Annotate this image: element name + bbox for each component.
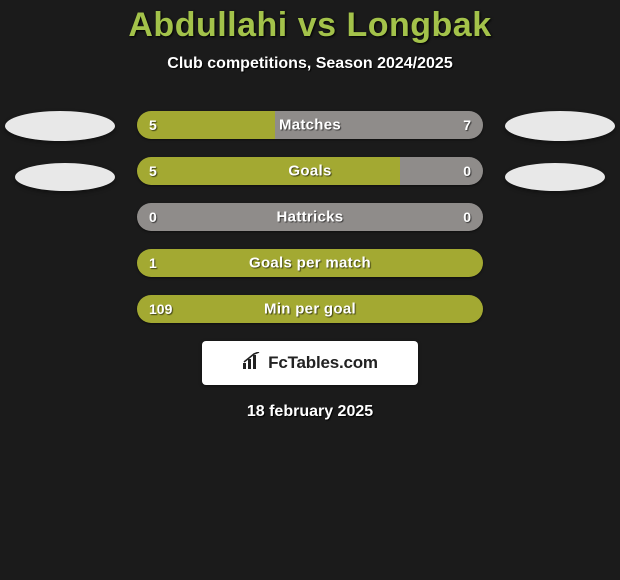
stat-left-value: 5 <box>149 163 157 179</box>
stat-label: Hattricks <box>277 209 344 226</box>
stat-bar: 5 7 Matches <box>137 111 483 139</box>
stat-left-value: 0 <box>149 209 157 225</box>
player-left-oval-2 <box>15 163 115 191</box>
stat-left-value: 5 <box>149 117 157 133</box>
player-right-oval-1 <box>505 111 615 141</box>
brand-text: FcTables.com <box>268 353 378 373</box>
footer-date: 18 february 2025 <box>0 403 620 421</box>
stat-label: Min per goal <box>264 301 356 318</box>
player-right-oval-2 <box>505 163 605 191</box>
stat-right-value: 0 <box>463 209 471 225</box>
stat-bar-left-segment <box>137 111 275 139</box>
player-left-oval-1 <box>5 111 115 141</box>
stat-bar: 109 Min per goal <box>137 295 483 323</box>
brand-box: FcTables.com <box>202 341 418 385</box>
stat-bars: 5 7 Matches 5 0 Goals 0 0 Hattricks 1 Goals per ma… <box>137 111 483 323</box>
stat-label: Goals per match <box>249 255 371 272</box>
stat-bar: 0 0 Hattricks <box>137 203 483 231</box>
bar-chart-icon <box>242 352 264 375</box>
stat-label: Matches <box>279 117 341 134</box>
page-title: Abdullahi vs Longbak <box>0 6 620 45</box>
stat-left-value: 109 <box>149 301 172 317</box>
stat-left-value: 1 <box>149 255 157 271</box>
stat-bar: 1 Goals per match <box>137 249 483 277</box>
stat-bar-left-segment <box>137 157 400 185</box>
stat-bar: 5 0 Goals <box>137 157 483 185</box>
stat-label: Goals <box>288 163 331 180</box>
stat-right-value: 0 <box>463 163 471 179</box>
page-subtitle: Club competitions, Season 2024/2025 <box>0 55 620 73</box>
stat-right-value: 7 <box>463 117 471 133</box>
comparison-area: 5 7 Matches 5 0 Goals 0 0 Hattricks 1 Goals per ma… <box>0 111 620 421</box>
